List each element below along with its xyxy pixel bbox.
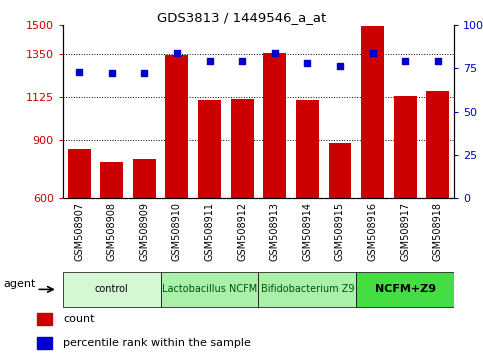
Text: GDS3813 / 1449546_a_at: GDS3813 / 1449546_a_at: [157, 11, 326, 24]
Text: GSM508915: GSM508915: [335, 202, 345, 261]
Text: Lactobacillus NCFM: Lactobacillus NCFM: [162, 284, 257, 295]
Text: count: count: [63, 314, 95, 324]
Bar: [394, 96, 416, 198]
Text: agent: agent: [3, 279, 36, 289]
Bar: [328, 143, 351, 198]
Bar: [37, 313, 53, 325]
Bar: [356, 272, 454, 307]
Bar: [100, 162, 123, 198]
Bar: [68, 149, 90, 198]
Bar: [361, 26, 384, 198]
Text: Bifidobacterium Z9: Bifidobacterium Z9: [260, 284, 354, 295]
Point: [271, 50, 279, 55]
Bar: [263, 53, 286, 198]
Text: NCFM+Z9: NCFM+Z9: [374, 284, 436, 295]
Bar: [37, 337, 53, 349]
Text: percentile rank within the sample: percentile rank within the sample: [63, 338, 251, 348]
Bar: [166, 55, 188, 198]
Point: [336, 64, 344, 69]
Text: GSM508916: GSM508916: [368, 202, 378, 261]
Point: [303, 60, 311, 66]
Bar: [198, 100, 221, 198]
Point: [369, 50, 376, 55]
Point: [238, 58, 246, 64]
Text: GSM508907: GSM508907: [74, 202, 84, 261]
Point: [434, 58, 441, 64]
Text: GSM508918: GSM508918: [433, 202, 443, 261]
Bar: [296, 100, 319, 198]
Bar: [160, 272, 258, 307]
Text: GSM508911: GSM508911: [204, 202, 214, 261]
Text: GSM508913: GSM508913: [270, 202, 280, 261]
Text: GSM508909: GSM508909: [139, 202, 149, 261]
Text: GSM508912: GSM508912: [237, 202, 247, 261]
Point: [141, 70, 148, 76]
Bar: [133, 159, 156, 198]
Text: control: control: [95, 284, 128, 295]
Text: GSM508908: GSM508908: [107, 202, 117, 261]
Bar: [258, 272, 356, 307]
Point: [75, 69, 83, 74]
Bar: [426, 91, 449, 198]
Point: [206, 58, 213, 64]
Bar: [231, 99, 254, 198]
Point: [108, 70, 115, 76]
Point: [401, 58, 409, 64]
Text: GSM508914: GSM508914: [302, 202, 313, 261]
Point: [173, 50, 181, 55]
Text: GSM508910: GSM508910: [172, 202, 182, 261]
Text: GSM508917: GSM508917: [400, 202, 410, 261]
Bar: [63, 272, 160, 307]
